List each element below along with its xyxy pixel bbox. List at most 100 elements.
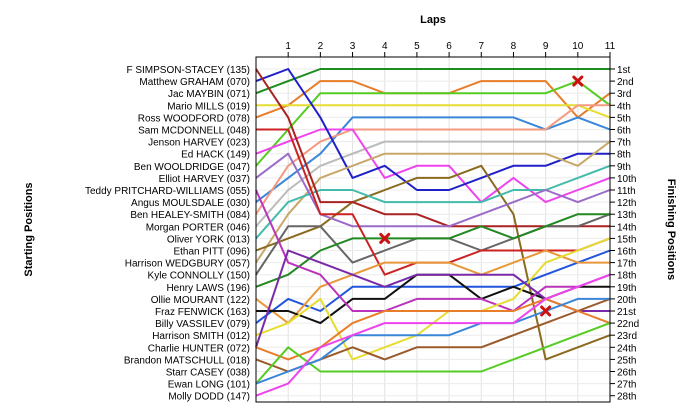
starting-position-label: Oliver YORK (013): [167, 234, 250, 245]
starting-position-label: Ben HEALEY-SMITH (084): [130, 210, 250, 221]
incident-marker: [572, 75, 584, 87]
incident-marker-stroke: [572, 75, 584, 87]
starting-position-label: Jac MAYBIN (071): [168, 89, 250, 100]
incident-marker: [379, 232, 391, 244]
finishing-position-label: 7th: [617, 138, 631, 149]
driver-line: [255, 164, 611, 361]
finishing-position-label: 24th: [617, 343, 636, 354]
starting-position-label: Elliot HARVEY (037): [159, 174, 250, 185]
finishing-position-label: 23rd: [617, 331, 637, 342]
finishing-position-label: 25th: [617, 355, 636, 366]
finishing-position-label: 14th: [617, 222, 636, 233]
starting-position-label: Sam MCDONNELL (048): [138, 126, 250, 137]
finishing-position-label: 17th: [617, 259, 636, 270]
driver-line: [255, 297, 610, 385]
starting-position-label: Fraz FENWICK (163): [155, 307, 250, 318]
lap-tick-label: 2: [318, 41, 324, 52]
starting-position-label: Ross WOODFORD (078): [138, 113, 250, 124]
lap-tick-label: 11: [605, 41, 616, 52]
driver-line: [255, 116, 611, 203]
starting-position-label: Henry LAWS (196): [166, 283, 250, 294]
starting-position-labels: F SIMPSON-STACEY (135)Matthew GRAHAM (07…: [85, 65, 250, 403]
finishing-position-label: 22nd: [617, 319, 639, 330]
starting-position-label: Matthew GRAHAM (070): [139, 77, 250, 88]
finishing-position-label: 28th: [617, 392, 636, 403]
finishing-position-label: 2nd: [617, 77, 634, 88]
driver-line: [255, 273, 611, 397]
left-axis-title: Starting Positions: [23, 182, 35, 276]
incident-marker: [540, 305, 552, 317]
driver-line: [255, 164, 611, 240]
driver-line: [255, 104, 610, 215]
driver-line: [255, 152, 611, 228]
lap-tick-label: 3: [350, 41, 356, 52]
finishing-position-label: 15th: [617, 234, 636, 245]
lap-tick-label: 6: [446, 41, 452, 52]
finishing-position-label: 3rd: [617, 89, 631, 100]
finishing-position-label: 4th: [617, 101, 631, 112]
lap-tick-labels: 1 2 3 4 5 6 7 8 9 10 11: [285, 41, 616, 57]
driver-line: [255, 213, 610, 288]
lap-tick-label: 5: [414, 41, 420, 52]
finishing-position-label: 6th: [617, 126, 631, 137]
lap-tick-label: 9: [543, 41, 549, 52]
starting-position-label: Ben WOOLDRIDGE (047): [134, 162, 250, 173]
finishing-position-label: 5th: [617, 113, 631, 124]
lap-tick-label: 1: [285, 41, 291, 52]
starting-position-label: Teddy PRITCHARD-WILLIAMS (055): [85, 186, 250, 197]
series-lines: [255, 68, 611, 397]
starting-position-label: Molly DODD (147): [168, 392, 250, 403]
starting-position-label: Charlie HUNTER (072): [148, 343, 250, 354]
finishing-position-label: 11th: [617, 186, 636, 197]
driver-line: [255, 249, 610, 325]
starting-position-label: Harrison WEDGBURY (057): [125, 259, 250, 270]
finishing-position-label: 21st: [617, 307, 636, 318]
starting-position-label: Starr CASEY (038): [166, 368, 250, 379]
finishing-position-labels: 1st2nd3rd4th5th6th7th8th9th10th11th12th1…: [610, 65, 639, 403]
plot-border: [255, 56, 611, 403]
driver-line: [255, 68, 610, 95]
incident-marker-stroke: [379, 232, 391, 244]
incident-markers: [379, 75, 584, 317]
finishing-position-label: 20th: [617, 295, 636, 306]
lap-tick-label: 10: [572, 41, 584, 52]
starting-position-label: F SIMPSON-STACEY (135): [126, 65, 250, 76]
finishing-position-label: 26th: [617, 368, 636, 379]
starting-position-label: Billy VASSILEV (079): [155, 319, 250, 330]
finishing-position-label: 8th: [617, 150, 631, 161]
driver-line: [255, 322, 611, 385]
starting-position-label: Mario MILLS (019): [167, 101, 250, 112]
driver-line: [255, 189, 611, 312]
driver-line: [255, 140, 611, 264]
finishing-position-label: 12th: [617, 198, 636, 209]
driver-line: [255, 128, 611, 204]
driver-line: [255, 68, 610, 191]
finishing-position-label: 18th: [617, 271, 636, 282]
starting-position-label: Morgan PORTER (046): [146, 222, 250, 233]
finishing-position-label: 16th: [617, 247, 636, 258]
right-axis-title: Finishing Positions: [665, 179, 677, 280]
lap-tick-label: 4: [382, 41, 388, 52]
starting-position-label: Ewan LONG (101): [168, 380, 250, 391]
driver-line: [256, 104, 611, 119]
finishing-position-label: 13th: [617, 210, 636, 221]
driver-line: [255, 213, 611, 276]
starting-position-label: Ollie MOURANT (122): [151, 295, 250, 306]
starting-position-label: Ethan PITT (096): [173, 247, 250, 258]
x-axis-title: Laps: [420, 14, 446, 26]
starting-position-label: Jenson HARVEY (023): [148, 138, 250, 149]
lap-tick-label: 7: [478, 41, 484, 52]
starting-position-label: Kyle CONNOLLY (150): [148, 271, 250, 282]
incident-marker-stroke: [540, 305, 552, 317]
starting-position-label: Harrison SMITH (012): [152, 331, 250, 342]
starting-position-label: Angus MOULSDALE (030): [131, 198, 250, 209]
driver-line: [255, 249, 611, 324]
starting-position-label: Ed HACK (149): [181, 150, 250, 161]
finishing-position-label: 9th: [617, 162, 631, 173]
finishing-position-label: 10th: [617, 174, 636, 185]
finishing-position-label: 1st: [617, 65, 631, 76]
driver-line: [255, 297, 611, 361]
starting-position-label: Brandon MATSCHULL (018): [124, 355, 250, 366]
driver-line: [255, 140, 610, 227]
